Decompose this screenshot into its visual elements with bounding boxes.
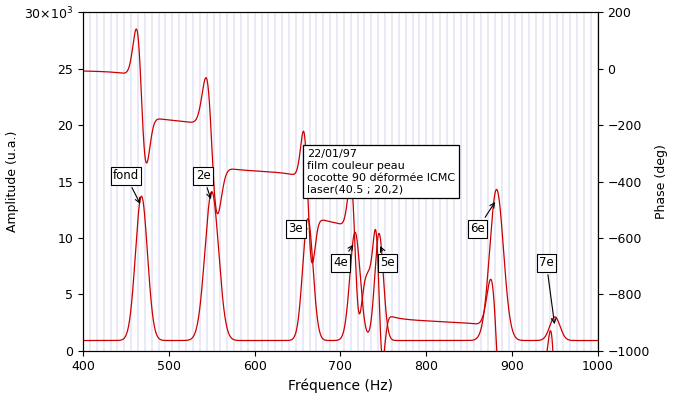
Text: fond: fond — [113, 169, 140, 203]
Text: 6e: 6e — [470, 203, 495, 235]
Text: 2e: 2e — [196, 169, 211, 198]
X-axis label: Fréquence (Hz): Fréquence (Hz) — [288, 379, 393, 393]
Text: 4e: 4e — [333, 246, 353, 269]
Text: 22/01/97
film couleur peau
cocotte 90 déformée ICMC
laser(40.5 ; 20,2): 22/01/97 film couleur peau cocotte 90 dé… — [307, 149, 455, 194]
Text: 5e: 5e — [380, 247, 395, 269]
Text: 7e: 7e — [539, 256, 556, 323]
Y-axis label: Phase (deg): Phase (deg) — [655, 144, 669, 219]
Y-axis label: Amplitude (u.a.): Amplitude (u.a.) — [5, 131, 19, 232]
Text: 3e: 3e — [288, 222, 307, 235]
